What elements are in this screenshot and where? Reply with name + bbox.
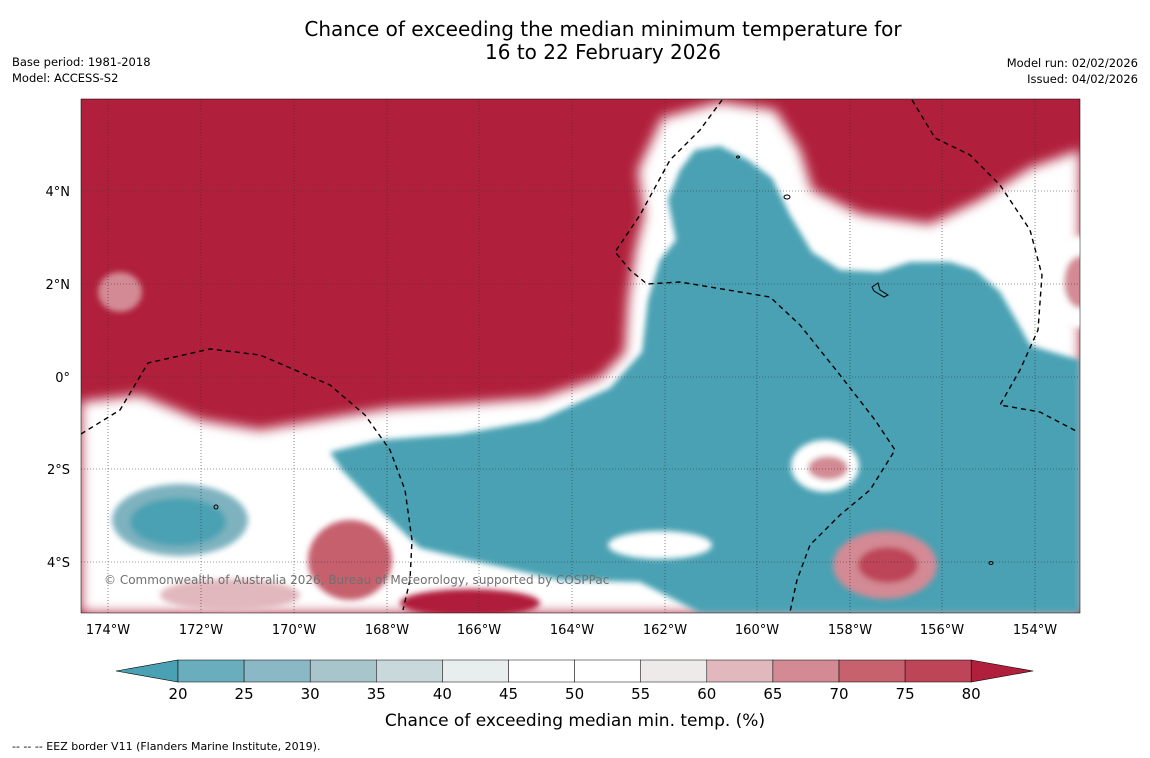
base-period: Base period: 1981-2018 xyxy=(12,55,151,69)
lon-label-170w: 170°W xyxy=(272,623,316,638)
colorbar-cell-70 xyxy=(838,659,906,683)
colorbar-label-70: 70 xyxy=(829,685,848,703)
colorbar-cell-40 xyxy=(442,659,509,683)
colorbar-label-75: 75 xyxy=(896,685,915,703)
low-probability-area xyxy=(330,146,1080,613)
lon-label-154w: 154°W xyxy=(1013,623,1057,638)
colorbar-label-80: 80 xyxy=(962,685,981,703)
colorbar-cell-30 xyxy=(309,659,377,683)
title-line-1: Chance of exceeding the median minimum t… xyxy=(304,17,902,41)
colorbar-label-55: 55 xyxy=(631,685,650,703)
colorbar-extend-low xyxy=(115,659,179,683)
lon-label-158w: 158°W xyxy=(828,623,872,638)
issued-date: Issued: 04/02/2026 xyxy=(1027,72,1138,86)
lat-label-4s: 4°S xyxy=(47,556,70,571)
colorbar: 20 25 30 35 40 45 50 55 60 65 70 75 80 Chance of exc… xyxy=(115,659,1034,731)
colorbar-label-25: 25 xyxy=(235,685,254,703)
model-run: Model run: 02/02/2026 xyxy=(1006,56,1138,70)
lon-label-174w: 174°W xyxy=(86,623,130,638)
model-name: Model: ACCESS-S2 xyxy=(12,71,119,85)
lon-label-164w: 164°W xyxy=(550,623,594,638)
lat-label-2s: 2°S xyxy=(47,463,70,478)
probability-field xyxy=(81,99,1080,613)
colorbar-title: Chance of exceeding median min. temp. (%… xyxy=(385,711,765,731)
colorbar-cell-60 xyxy=(706,659,774,683)
lat-label-4n: 4°N xyxy=(46,185,71,200)
eez-legend-note: -- -- -- EEZ border V11 (Flanders Marine… xyxy=(12,740,321,753)
colorbar-label-45: 45 xyxy=(499,685,518,703)
colorbar-label-65: 65 xyxy=(763,685,782,703)
colorbar-label-35: 35 xyxy=(367,685,386,703)
metadata-right: Model run: 02/02/2026 Issued: 04/02/2026 xyxy=(1007,55,1138,87)
lon-label-160w: 160°W xyxy=(735,623,779,638)
colorbar-label-60: 60 xyxy=(697,685,716,703)
colorbar-cell-25 xyxy=(243,659,311,683)
lon-label-156w: 156°W xyxy=(920,623,964,638)
title-line-2: 16 to 22 February 2026 xyxy=(485,40,721,64)
metadata-left: Base period: 1981-2018 Model: ACCESS-S2 xyxy=(12,54,151,86)
lon-label-168w: 168°W xyxy=(365,623,409,638)
longitude-labels: 174°W 172°W 170°W 168°W 166°W 164°W 162°… xyxy=(86,623,1057,638)
colorbar-cell-55 xyxy=(640,659,708,683)
colorbar-label-50: 50 xyxy=(565,685,584,703)
colorbar-label-20: 20 xyxy=(168,685,187,703)
lon-label-166w: 166°W xyxy=(457,623,501,638)
lon-label-162w: 162°W xyxy=(643,623,687,638)
colorbar-labels: 20 25 30 35 40 45 50 55 60 65 70 75 80 xyxy=(168,685,980,703)
colorbar-extend-high xyxy=(970,659,1034,683)
lon-label-172w: 172°W xyxy=(179,623,223,638)
colorbar-cell-65 xyxy=(772,659,840,683)
islands xyxy=(213,155,994,565)
colorbar-label-40: 40 xyxy=(433,685,452,703)
colorbar-cell-75 xyxy=(904,659,972,683)
colorbar-cell-50 xyxy=(574,659,641,683)
colorbar-label-30: 30 xyxy=(301,685,320,703)
colorbar-cell-35 xyxy=(376,659,443,683)
lat-label-2n: 2°N xyxy=(46,278,71,293)
eez-borders xyxy=(81,99,1079,613)
latitude-labels: 4°N 2°N 0° 2°S 4°S xyxy=(46,185,71,571)
copyright-notice: © Commonwealth of Australia 2026, Bureau… xyxy=(104,573,609,587)
colorbar-cells xyxy=(115,659,1034,683)
lat-label-0: 0° xyxy=(55,371,70,386)
map-title: Chance of exceeding the median minimum t… xyxy=(0,18,1150,64)
colorbar-cell-20 xyxy=(177,659,245,683)
colorbar-cell-45 xyxy=(508,659,575,683)
